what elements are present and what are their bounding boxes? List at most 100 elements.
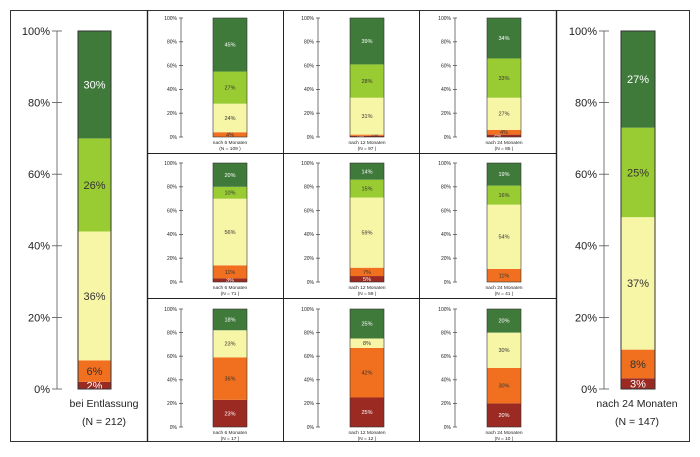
chart-r3c3-tick-label: 40% — [441, 378, 452, 384]
chart-r2c1-segment-dark_green — [213, 163, 247, 187]
chart-r2c3-category-label: (N = 41 ) — [495, 291, 514, 297]
chart-r2c2-data-label: 15% — [361, 187, 372, 193]
chart-r3c2-segment-dark_red — [350, 397, 384, 427]
chart-r2c2-tick-label: 20% — [304, 256, 315, 262]
chart-r1c3-segment-dark_red — [487, 134, 521, 137]
chart-r3c1-tick-label: 80% — [167, 330, 178, 336]
chart-r1c2-data-label: 28% — [361, 79, 372, 85]
chart-baseline-segment-dark_red — [78, 381, 111, 389]
chart-r1c2-segment-light_green — [350, 64, 384, 98]
chart-r3c2-tick-label: 0% — [307, 425, 315, 431]
chart-final-tick-label: 20% — [575, 312, 597, 324]
chart-r2c1-tick-label: 20% — [167, 256, 178, 262]
chart-r1c3-tick-label: 100% — [438, 16, 451, 22]
chart-r3c1-segment-dark_green — [213, 309, 247, 331]
chart-r1c1-tick-label: 60% — [167, 63, 178, 69]
chart-r1c3-segment-light_green — [487, 58, 521, 98]
chart-r2c2-data-label: 14% — [361, 169, 372, 175]
chart-r1c1-tick-label: 100% — [164, 16, 177, 22]
chart-r2c2-segment-orange — [350, 267, 384, 277]
chart-r2c1-data-label: 3% — [226, 278, 234, 284]
chart-r2c1-tick-label: 80% — [167, 185, 178, 191]
chart-r1c1-segment-pale_yellow — [213, 103, 247, 133]
chart-r3c2-tick-label: 20% — [304, 401, 315, 407]
chart-r2c3-tick-label: 40% — [441, 232, 452, 238]
chart-baseline-tick-label: 60% — [28, 169, 50, 181]
chart-r2c2-tick-label: 40% — [304, 232, 315, 238]
chart-r2c2-tick-label: 60% — [304, 208, 315, 214]
chart-r3c1-data-label: 18% — [224, 318, 235, 324]
chart-r1c1-bar-outline — [212, 17, 248, 138]
chart-r2c2-segment-dark_red — [350, 276, 384, 282]
chart-r3c1-segment-orange — [213, 357, 247, 400]
chart-r3c3-segment-orange — [487, 368, 521, 404]
chart-baseline-data-label: 26% — [83, 180, 105, 192]
chart-r1c3-data-label: 27% — [498, 112, 509, 118]
chart-r2c3-segment-light_green — [487, 185, 521, 205]
chart-r1c1-tick-label: 40% — [167, 87, 178, 93]
chart-r1c2-tick-label: 60% — [304, 63, 315, 69]
chart-r1c2-data-label: 1% — [356, 134, 364, 140]
chart-r3c3-tick-label: 0% — [444, 425, 452, 431]
chart-r1c1-segment-light_green — [213, 71, 247, 104]
chart-r3c2-tick-label: 60% — [304, 354, 315, 360]
chart-r3c1-data-label: 23% — [224, 411, 235, 417]
chart-final-category-label: nach 24 Monaten — [596, 398, 677, 410]
chart-r2c1-bar-outline — [212, 162, 248, 283]
chart-r1c2-tick-label: 80% — [304, 40, 315, 46]
chart-r1c2-data-label: 39% — [361, 39, 372, 45]
chart-r1c2-data-label: 1% — [371, 133, 379, 139]
chart-r2c1-tick-label: 0% — [170, 280, 178, 286]
chart-final-tick-label: 100% — [569, 26, 597, 38]
chart-final-tick-label: 40% — [575, 241, 597, 253]
chart-r1c3-category-label: nach 24 Monaten — [485, 140, 522, 146]
chart-baseline-data-label: 6% — [87, 366, 103, 378]
chart-r2c3-data-label: 11% — [499, 273, 510, 279]
chart-baseline-segment-light_green — [78, 138, 111, 232]
chart-baseline-segment-orange — [78, 360, 111, 382]
chart-r2c3-segment-pale_yellow — [487, 204, 521, 269]
chart-r3c1-tick-label: 20% — [167, 401, 178, 407]
chart-baseline-tick-label: 0% — [34, 384, 50, 396]
chart-r2c3-tick-label: 0% — [444, 280, 452, 286]
chart-r2c1-category-label: (N = 71 ) — [221, 291, 240, 297]
chart-r3c1-tick-label: 100% — [164, 307, 177, 313]
chart-r1c1-tick-label: 80% — [167, 40, 178, 46]
chart-r3c1-category-label: nach 6 Monaten — [213, 430, 248, 436]
chart-r2c2-bar-outline — [349, 162, 385, 283]
chart-r2c2-segment-dark_green — [350, 163, 384, 180]
chart-final-data-label: 25% — [627, 167, 649, 179]
chart-r2c1-data-label: 56% — [224, 230, 235, 236]
chart-r2c2-segment-pale_yellow — [350, 197, 384, 268]
chart-final-segment-orange — [621, 349, 655, 379]
chart-r1c3-data-label: 33% — [498, 76, 509, 82]
chart-r2c2-category-label: (N = 59 ) — [358, 291, 377, 297]
chart-r3c3-segment-dark_green — [487, 309, 521, 333]
chart-final-segment-dark_green — [621, 31, 655, 128]
chart-r2c1-segment-orange — [213, 265, 247, 279]
chart-r1c1-category-label: nach 6 Monaten — [213, 140, 248, 146]
chart-baseline-tick-label: 100% — [22, 26, 50, 38]
chart-final-data-label: 27% — [627, 74, 649, 86]
chart-r3c1-bar-outline — [212, 308, 248, 428]
chart-r1c3-tick-label: 0% — [444, 135, 452, 141]
chart-final-segment-light_green — [621, 127, 655, 218]
chart-r3c2-segment-pale_yellow — [350, 338, 384, 348]
chart-r3c2-bar-outline — [349, 308, 385, 428]
chart-r1c3-segment-orange — [487, 129, 521, 135]
chart-final-data-label: 37% — [627, 278, 649, 290]
chart-r2c1-tick-label: 40% — [167, 232, 178, 238]
chart-r3c2-category-label: (N = 12 ) — [358, 436, 377, 442]
chart-r2c2-tick-label: 80% — [304, 185, 315, 191]
chart-r1c2-tick-label: 40% — [304, 87, 315, 93]
chart-r1c2-tick-label: 0% — [307, 135, 315, 141]
chart-r1c3-tick-label: 20% — [441, 111, 452, 117]
chart-baseline-tick-label: 80% — [28, 97, 50, 109]
chart-r2c3-bar-outline — [486, 162, 522, 283]
chart-r2c1-tick-label: 100% — [164, 161, 177, 167]
chart-r3c1-segment-pale_yellow — [213, 330, 247, 358]
chart-r3c2-data-label: 25% — [361, 410, 372, 416]
chart-r3c3-data-label: 30% — [498, 384, 509, 390]
chart-r2c2-data-label: 7% — [363, 270, 371, 276]
